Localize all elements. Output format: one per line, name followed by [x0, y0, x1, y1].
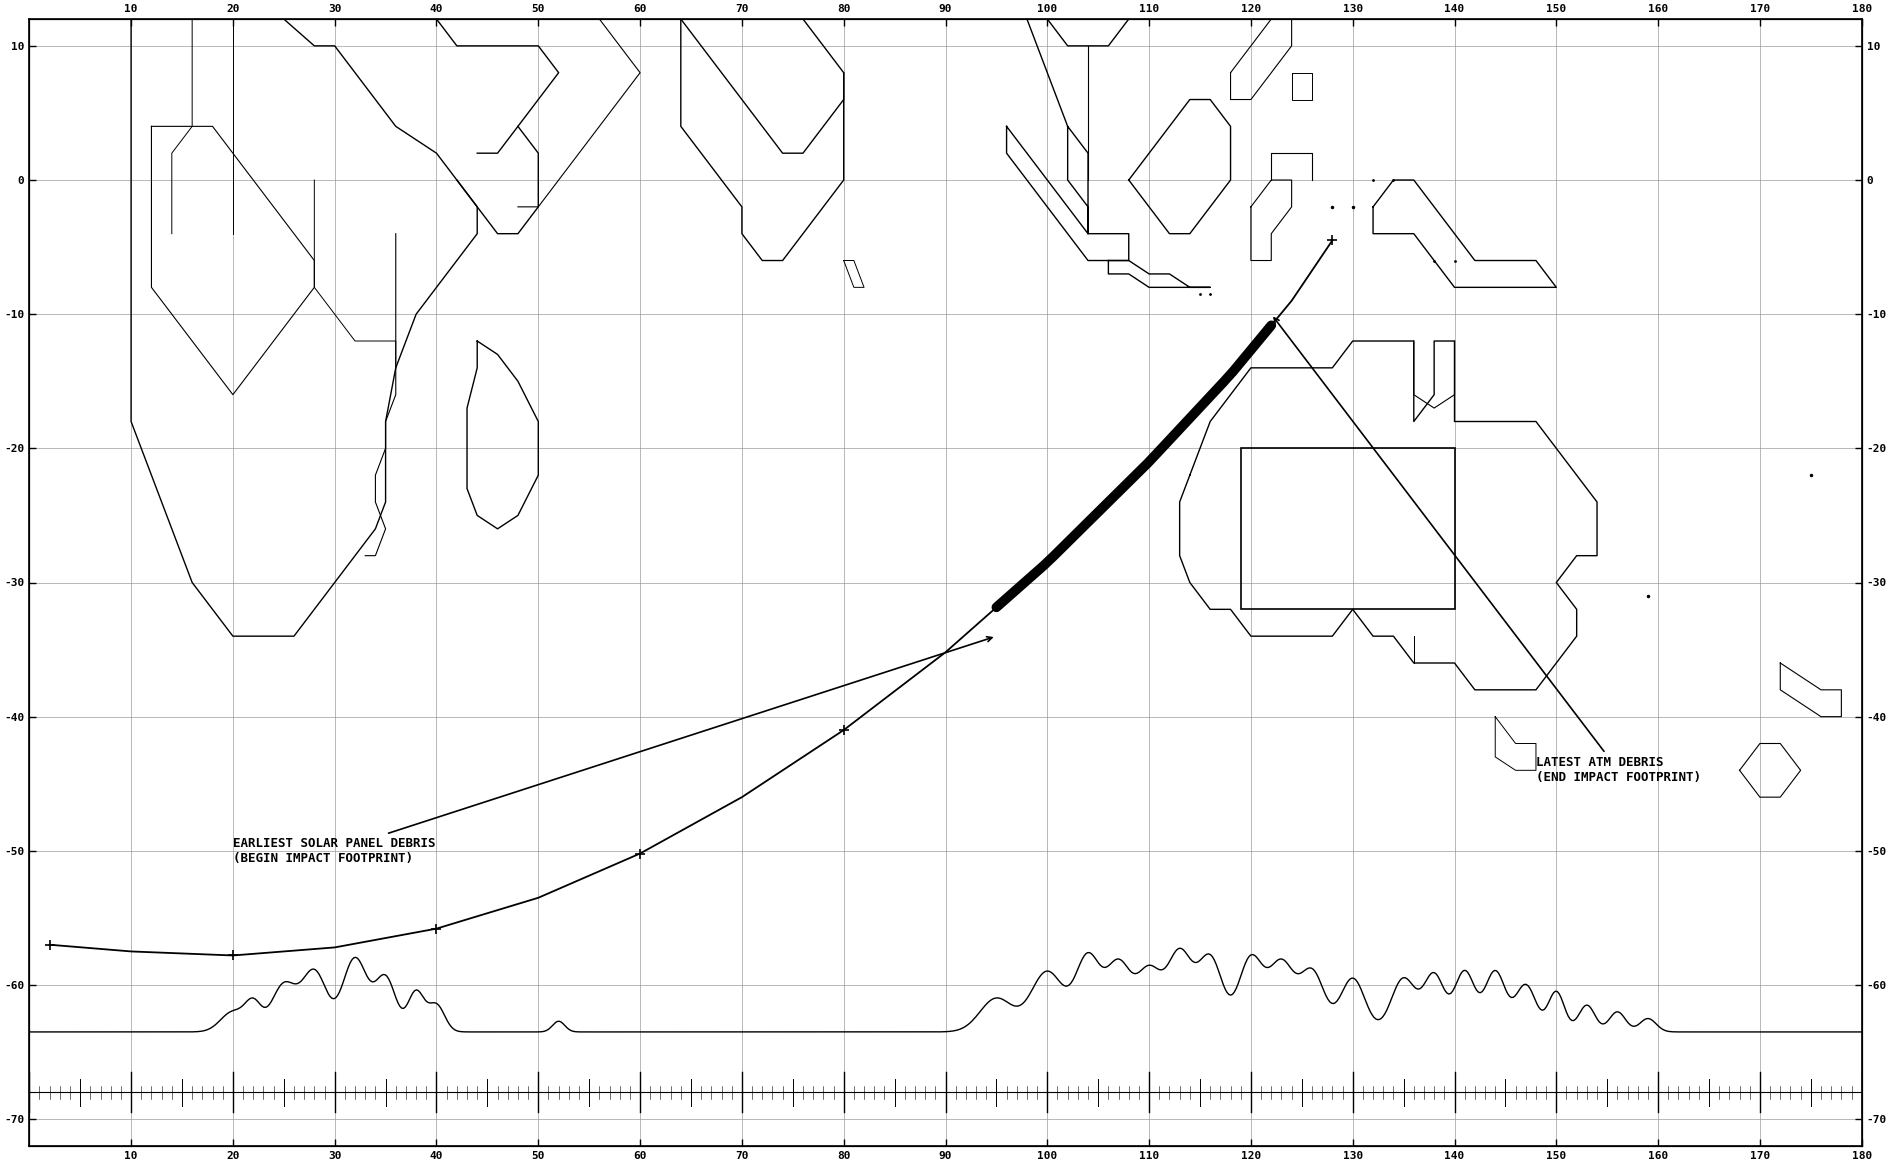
Text: EARLIEST SOLAR PANEL DEBRIS
(BEGIN IMPACT FOOTPRINT): EARLIEST SOLAR PANEL DEBRIS (BEGIN IMPAC…: [233, 637, 993, 864]
Bar: [1240, 449, 1454, 609]
Text: LATEST ATM DEBRIS
(END IMPACT FOOTPRINT): LATEST ATM DEBRIS (END IMPACT FOOTPRINT): [1275, 318, 1700, 784]
